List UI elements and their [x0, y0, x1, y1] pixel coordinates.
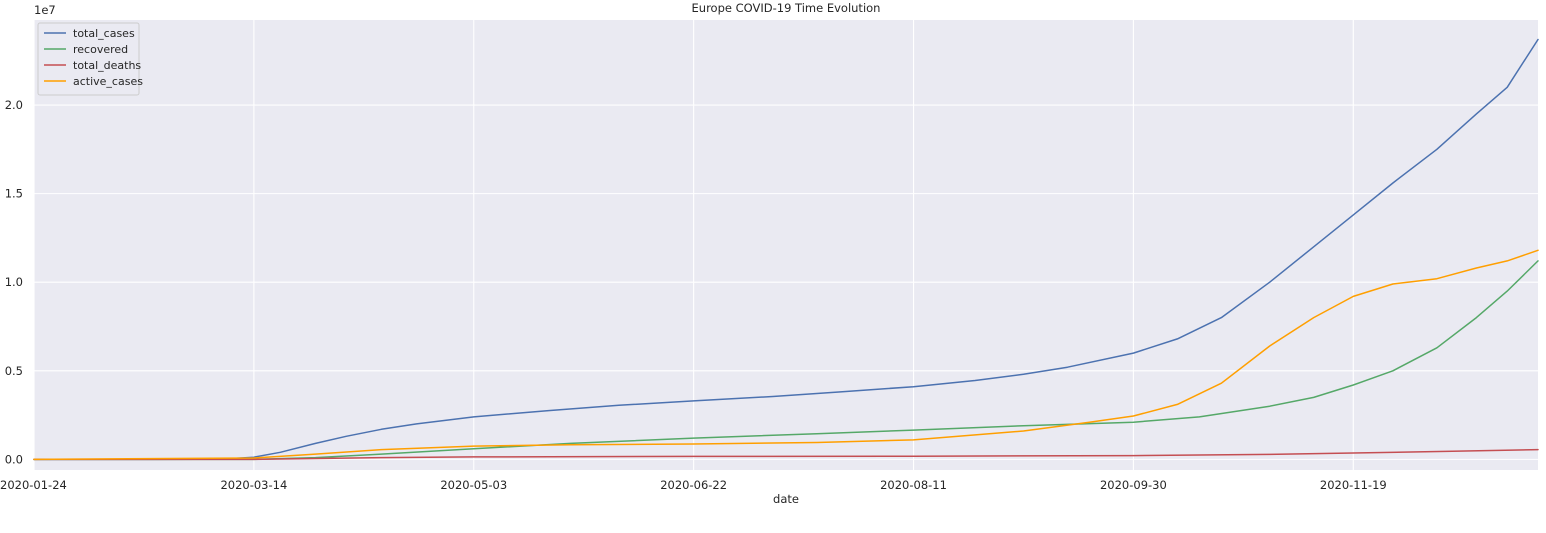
y-tick-label: 2.0 [5, 98, 23, 112]
x-tick-label: 2020-08-11 [880, 478, 947, 492]
legend-entry-label: total_deaths [73, 59, 141, 72]
y-tick-label: 0.5 [5, 364, 23, 378]
x-tick-label: 2020-11-19 [1320, 478, 1387, 492]
series-line-total-cases [33, 38, 1539, 461]
x-axis-label: date [773, 492, 799, 506]
y-tick-labels: 0.0 0.5 1.0 1.5 2.0 [5, 98, 23, 466]
y-tick-label: 1.5 [5, 187, 23, 201]
legend-entry-label: total_cases [73, 27, 135, 40]
y-tick-label: 0.0 [5, 452, 23, 466]
legend: total_cases recovered total_deaths active_c… [37, 22, 143, 96]
y-axis-offset-label: 1e7 [34, 3, 56, 17]
x-tick-label: 2020-03-14 [220, 478, 287, 492]
series-lines [33, 38, 1539, 461]
legend-entry-label: recovered [73, 43, 128, 56]
x-tick-label: 2020-09-30 [1100, 478, 1167, 492]
x-tick-label: 2020-05-03 [440, 478, 507, 492]
series-line-total-deaths [33, 448, 1539, 461]
y-gridlines [34, 104, 1538, 460]
series-line-active-cases [33, 249, 1539, 461]
plot-area [34, 20, 1538, 470]
legend-frame [37, 22, 140, 96]
x-tick-label: 2020-01-24 [0, 478, 67, 492]
x-tick-label: 2020-06-22 [660, 478, 727, 492]
legend-entry-label: active_cases [73, 75, 143, 88]
y-tick-label: 1.0 [5, 275, 23, 289]
chart-title: Europe COVID-19 Time Evolution [692, 1, 881, 15]
x-tick-labels: 2020-01-24 2020-03-14 2020-05-03 2020-06-22… [0, 478, 1387, 492]
x-gridlines [33, 20, 1354, 470]
